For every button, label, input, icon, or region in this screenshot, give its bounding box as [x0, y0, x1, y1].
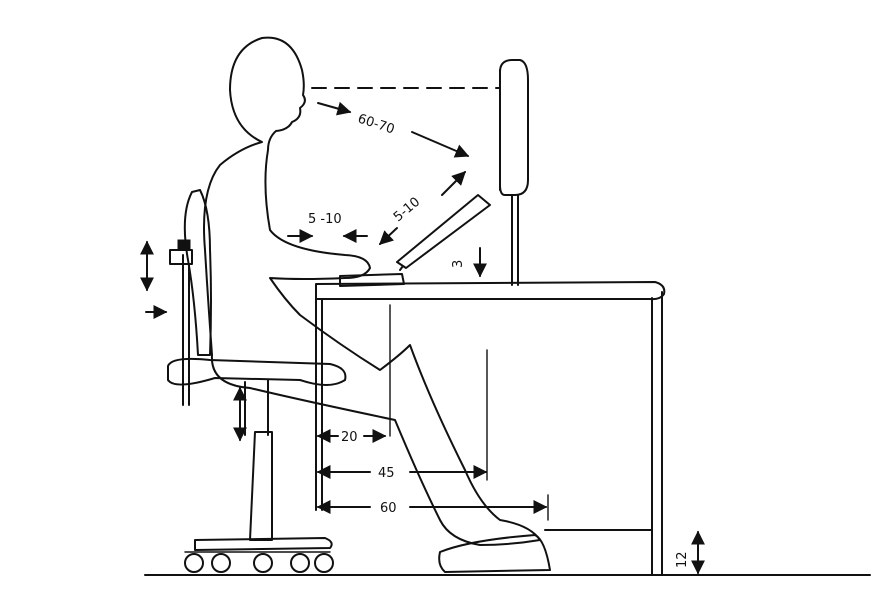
monitor — [499, 59, 529, 286]
chair-seat — [167, 357, 347, 386]
label-knee-depth: 20 — [341, 430, 358, 445]
chair-base — [194, 537, 333, 551]
label-keyboard-tilt: 5-10 — [391, 195, 423, 225]
chair — [167, 189, 347, 573]
footrest — [438, 529, 653, 573]
monitor-screen — [499, 59, 529, 196]
chair-wheel — [253, 553, 273, 573]
label-wrist-clearance: 5 -10 — [308, 212, 342, 227]
chair-wheel — [290, 553, 310, 573]
chair-gas-lift — [249, 431, 273, 541]
desk — [315, 281, 666, 576]
chair-wheel — [314, 553, 334, 573]
label-footrest-height: 12 — [675, 551, 690, 568]
label-foot-reach: 60 — [380, 501, 397, 516]
label-eye-distance: 60-70 — [356, 112, 397, 138]
chair-adjust-knob — [177, 239, 191, 251]
person-silhouette — [203, 36, 541, 546]
label-keyboard-height: 3 — [451, 260, 466, 268]
chair-wheel — [211, 553, 231, 573]
seated-person — [203, 36, 541, 546]
eye-distance-arrow-b — [411, 131, 470, 158]
label-thigh-clearance: 45 — [378, 466, 395, 481]
chair-wheel — [184, 553, 204, 573]
keyboard — [339, 273, 405, 287]
document-holder — [396, 194, 491, 271]
eye-distance-arrow-a — [317, 101, 352, 116]
dimension-lines — [140, 101, 705, 575]
